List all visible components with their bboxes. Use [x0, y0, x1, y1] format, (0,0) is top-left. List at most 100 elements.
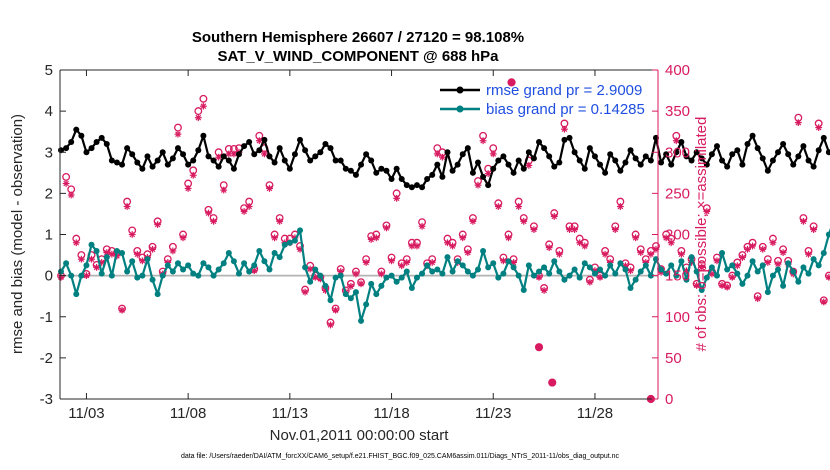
bias-point [403, 268, 410, 275]
asterisk-stroke [266, 185, 273, 192]
assimilated-obs-point [749, 242, 756, 250]
asterisk-stroke [765, 259, 771, 266]
assimilated-obs-point [708, 270, 716, 278]
asterisk-stroke [709, 271, 715, 277]
bias-point [190, 270, 197, 277]
asterisk-stroke [648, 251, 654, 258]
possible-obs-point [534, 343, 544, 352]
bias-point [541, 264, 548, 271]
assimilated-obs-point [245, 203, 253, 210]
asterisk-stroke [581, 243, 588, 249]
y-tick-right-label: 350 [665, 103, 690, 120]
assimilated-obs-point [489, 150, 497, 158]
bias-point [759, 262, 766, 269]
chart-title-line1: Southern Hemisphere 26607 / 27120 = 98.1… [192, 29, 524, 46]
rmse-point [276, 145, 283, 152]
bias-point [764, 289, 771, 296]
rmse-point [800, 143, 807, 150]
rmse-point [368, 157, 375, 164]
rmse-point [464, 145, 471, 152]
rmse-point [434, 161, 441, 168]
asterisk-stroke [805, 251, 812, 258]
bias-point [795, 278, 802, 285]
rmse-point [459, 151, 466, 158]
rmse-point [154, 157, 161, 164]
bias-point [317, 272, 324, 279]
bias-point [419, 270, 426, 277]
rmse-point [551, 163, 558, 170]
rmse-point [490, 165, 497, 172]
bias-point [266, 266, 273, 273]
bias-point [729, 262, 736, 269]
asterisk-stroke [465, 249, 471, 256]
bias-point [754, 268, 761, 275]
asterisk-stroke [388, 258, 395, 264]
rmse-point [108, 157, 115, 164]
rmse-point [597, 161, 604, 168]
rmse-point [510, 169, 517, 176]
axes: 11/03 11/08 11/13 11/18 11/23 11/28 -3 -2 -1 0 1 2 3… [40, 62, 690, 422]
asterisk-stroke [637, 249, 644, 256]
assimilated-obs-point [67, 191, 75, 199]
rmse-point [119, 161, 126, 168]
asterisk-stroke [770, 239, 776, 246]
asterisk-stroke [215, 154, 222, 160]
x-tick-label: 11/03 [68, 405, 104, 422]
bias-point [673, 272, 680, 279]
rmse-point [235, 151, 242, 158]
rmse-point [327, 145, 334, 152]
y-tick-right-label: 100 [665, 309, 690, 326]
rmse-point [358, 161, 365, 168]
assimilated-obs-point [616, 203, 624, 210]
bias-point [291, 237, 298, 244]
asterisk-stroke [195, 114, 202, 121]
bias-point [591, 270, 598, 277]
rmse-point [561, 136, 568, 143]
asterisk-stroke [775, 261, 781, 267]
asterisk-stroke [312, 274, 319, 281]
y-tick-left-label: 0 [45, 268, 53, 285]
assimilated-obs-point [327, 321, 334, 329]
data-file-footer: data file: /Users/raeder/DAI/ATM_forcXX/… [181, 453, 620, 460]
asterisk-stroke [632, 234, 639, 241]
rmse-point [159, 149, 166, 156]
assimilated-obs-point [540, 287, 548, 294]
rmse-point [215, 163, 222, 170]
bias-point [678, 258, 685, 265]
bias-point [378, 282, 385, 289]
rmse-point [307, 157, 314, 164]
bias-point [668, 262, 675, 269]
assimilated-obs-point [459, 234, 467, 242]
asterisk-stroke [419, 223, 425, 230]
bias-point [251, 262, 258, 269]
rmse-point [388, 175, 395, 182]
bias-point [658, 266, 665, 273]
assimilated-obs-point [276, 217, 284, 225]
rmse-point [505, 161, 512, 168]
y-tick-left-label: 5 [45, 62, 53, 79]
rmse-point [607, 151, 614, 158]
bias-point [663, 270, 670, 277]
assimilated-obs-point [637, 249, 645, 256]
assimilated-obs-point [413, 242, 421, 250]
assimilated-obs-point [88, 255, 95, 263]
assimilated-obs-point [805, 250, 812, 258]
assimilated-obs-point [393, 194, 401, 202]
bias-point [327, 297, 334, 304]
assimilated-obs-point [301, 288, 309, 296]
asterisk-stroke [480, 137, 486, 144]
bias-point [429, 268, 436, 275]
asterisk-stroke [617, 203, 624, 210]
rmse-point [566, 134, 573, 141]
bias-point [785, 260, 792, 267]
assimilated-obs-point [372, 234, 380, 242]
bias-point [469, 272, 476, 279]
rmse-point [419, 184, 426, 191]
assimilated-obs-point [576, 239, 584, 247]
bias-point [83, 262, 90, 269]
bias-point [769, 272, 776, 279]
assimilated-obs-point [754, 295, 762, 303]
asterisk-stroke [571, 226, 578, 233]
rmse-point [586, 145, 593, 152]
bias-point [119, 250, 126, 257]
